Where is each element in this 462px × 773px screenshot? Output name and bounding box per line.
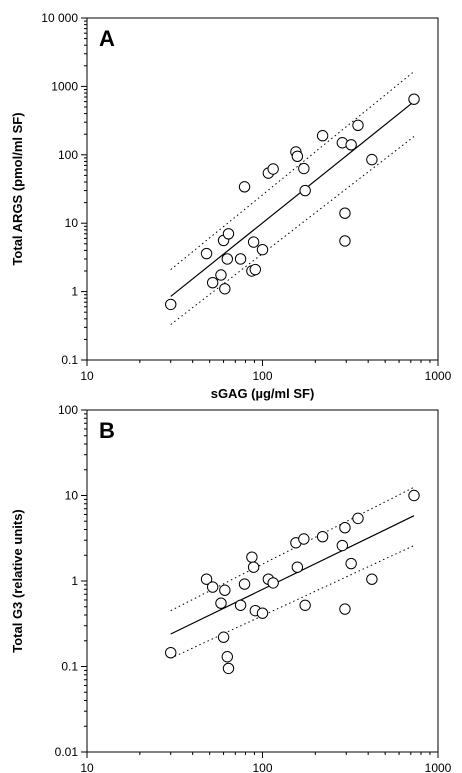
x-tick-label: 1000	[425, 761, 452, 773]
data-point	[339, 522, 351, 534]
data-point	[336, 539, 349, 552]
confidence-band-upper	[170, 71, 415, 270]
data-point	[246, 551, 258, 563]
data-point	[345, 557, 357, 570]
plot-frame	[86, 17, 439, 361]
y-axis-title: Total ARGS (pmol/ml SF)	[10, 112, 25, 265]
data-point	[316, 530, 329, 543]
data-point	[221, 651, 233, 663]
x-tick-label: 10	[80, 761, 94, 773]
x-tick-label: 10	[80, 369, 94, 383]
x-tick-label: 100	[252, 761, 272, 773]
data-point	[299, 599, 311, 611]
confidence-band-lower	[170, 545, 415, 659]
data-point	[316, 130, 329, 142]
data-point	[339, 207, 351, 219]
data-point	[249, 263, 262, 276]
data-point	[352, 119, 364, 131]
y-tick-label: 100	[58, 403, 78, 417]
panel-letter: A	[99, 26, 115, 51]
data-point	[291, 561, 304, 573]
data-point	[206, 276, 219, 289]
plot-frame	[86, 409, 439, 753]
y-tick-label: 1000	[51, 79, 78, 93]
x-tick-label: 100	[252, 369, 272, 383]
data-point	[165, 298, 177, 311]
panel-letter: B	[99, 418, 115, 443]
data-point	[267, 163, 279, 175]
data-point	[215, 597, 227, 609]
y-tick-label: 100	[58, 148, 78, 162]
confidence-band-lower	[170, 136, 415, 325]
x-tick-label: 1000	[425, 369, 452, 383]
data-point	[291, 150, 304, 163]
y-tick-label: 10	[65, 489, 79, 503]
y-tick-label: 0.1	[61, 660, 78, 674]
panel-a: 10 100 1000 0.1 1 10 100 1000 10 000 sGAG (µg/ml …	[10, 11, 452, 401]
regression-line	[170, 515, 415, 635]
regression-line	[170, 101, 415, 297]
data-point	[234, 599, 247, 611]
data-point	[366, 153, 378, 166]
data-point	[206, 581, 219, 593]
data-point	[219, 584, 231, 596]
data-point	[408, 489, 420, 502]
y-tick-label: 1	[71, 285, 78, 299]
y-tick-label: 10	[65, 216, 79, 230]
data-point	[339, 235, 351, 247]
y-tick-label: 0.01	[55, 745, 79, 759]
data-point	[247, 561, 260, 573]
y-tick-label: 10 000	[41, 11, 78, 25]
y-tick-label: 1	[71, 574, 78, 588]
data-point	[219, 283, 231, 295]
data-point	[267, 577, 279, 589]
y-axis-title: Total G3 (relative units)	[10, 509, 25, 653]
data-point	[339, 603, 351, 615]
data-point	[256, 607, 269, 619]
data-point	[345, 139, 357, 151]
data-point	[299, 184, 311, 197]
data-point	[200, 573, 213, 585]
x-axis-title: sGAG (µg/ml SF)	[211, 386, 315, 401]
data-point	[238, 181, 251, 193]
data-point	[366, 573, 378, 585]
data-point	[217, 631, 230, 643]
data-point	[222, 228, 235, 240]
data-point	[234, 253, 247, 265]
data-point	[238, 578, 251, 590]
data-point	[221, 253, 233, 265]
data-point	[352, 512, 364, 525]
data-point	[222, 662, 235, 675]
data-point	[298, 162, 310, 175]
data-point	[247, 236, 260, 248]
data-point	[200, 247, 213, 260]
data-point	[165, 647, 177, 659]
data-point	[408, 93, 420, 105]
data-point	[215, 269, 227, 281]
data-point	[256, 243, 269, 256]
data-point	[298, 533, 310, 545]
y-tick-label: 0.1	[61, 353, 78, 367]
confidence-band-upper	[170, 486, 415, 612]
